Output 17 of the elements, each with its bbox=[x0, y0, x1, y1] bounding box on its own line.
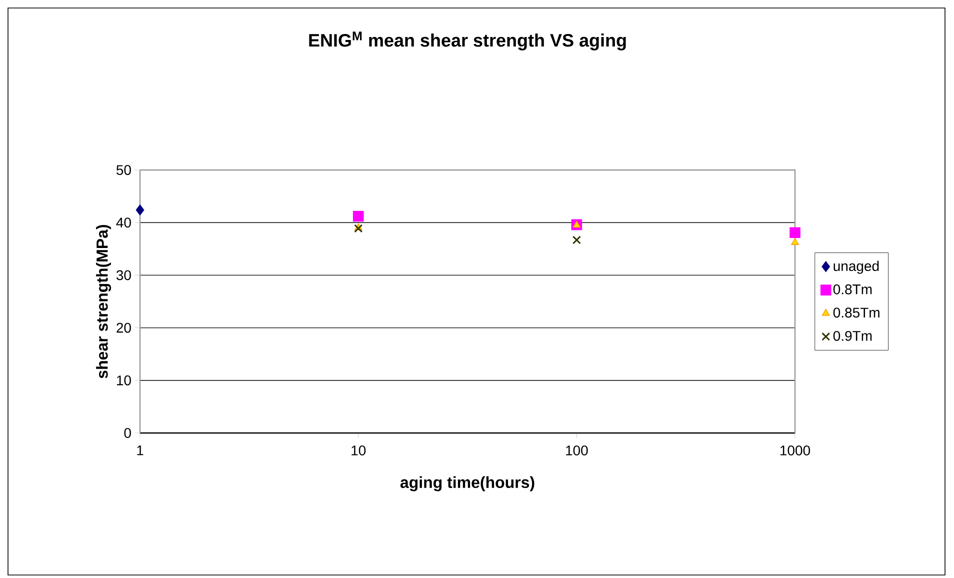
y-tick-label: 50 bbox=[116, 165, 131, 175]
x-tick-label: 100 bbox=[566, 446, 588, 456]
legend-label: 0.8Tm bbox=[833, 284, 872, 294]
x-tick-label: 1 bbox=[137, 446, 144, 456]
y-axis-title: shear strength(MPa) bbox=[96, 224, 112, 378]
y-tick-label: 30 bbox=[116, 270, 131, 280]
legend-label: 0.9Tm bbox=[833, 330, 872, 341]
x-tick-label: 1000 bbox=[780, 446, 810, 456]
chart-title: ENIG$^{M}$ mean shear strength VS aging bbox=[309, 32, 626, 50]
y-tick-label: 20 bbox=[116, 322, 131, 333]
y-tick-label: 0 bbox=[124, 428, 131, 438]
x-axis-title: aging time(hours) bbox=[400, 476, 534, 492]
legend-label: 0.85Tm bbox=[833, 308, 880, 318]
y-tick-label: 10 bbox=[116, 375, 131, 386]
x-tick-label: 10 bbox=[352, 446, 366, 456]
legend-label: unaged bbox=[834, 260, 879, 274]
y-tick-label: 40 bbox=[116, 218, 131, 228]
